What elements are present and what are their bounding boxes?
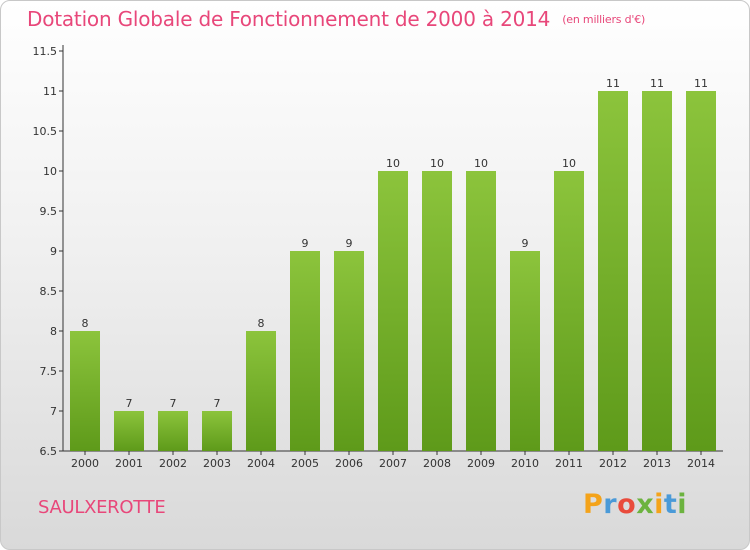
x-tick-label: 2008 (423, 457, 451, 470)
bar (290, 251, 320, 451)
chart-title: Dotation Globale de Fonctionnement de 20… (27, 7, 645, 31)
x-tick-label: 2001 (115, 457, 143, 470)
y-tick-label: 7 (50, 405, 57, 418)
logo-letter: o (617, 489, 637, 520)
y-tick-label: 10 (43, 165, 57, 178)
bar (114, 411, 144, 451)
bar-value-label: 9 (346, 237, 353, 250)
y-tick-label: 9 (50, 245, 57, 258)
bar (422, 171, 452, 451)
logo-letter: x (636, 489, 655, 520)
x-tick-label: 2004 (247, 457, 275, 470)
bar-value-label: 7 (214, 397, 221, 410)
x-tick-label: 2013 (643, 457, 671, 470)
y-tick-label: 10.5 (33, 125, 58, 138)
proxiti-logo: Proxiti (583, 489, 687, 520)
y-tick-label: 7.5 (40, 365, 58, 378)
y-tick-label: 8.5 (40, 285, 58, 298)
x-tick-label: 2014 (687, 457, 715, 470)
bar-value-label: 8 (82, 317, 89, 330)
logo-letter: i (677, 489, 688, 520)
bar (158, 411, 188, 451)
bar-value-label: 9 (302, 237, 309, 250)
bar-value-label: 11 (694, 77, 708, 90)
bar-value-label: 7 (126, 397, 133, 410)
bar-value-label: 10 (430, 157, 444, 170)
commune-name: SAULXEROTTE (38, 497, 166, 518)
y-tick-label: 11 (43, 85, 57, 98)
bar (202, 411, 232, 451)
y-tick-label: 9.5 (40, 205, 58, 218)
bar-value-label: 10 (474, 157, 488, 170)
bar (510, 251, 540, 451)
chart-title-text: Dotation Globale de Fonctionnement de 20… (27, 7, 551, 31)
bar (466, 171, 496, 451)
bar (334, 251, 364, 451)
x-tick-label: 2006 (335, 457, 363, 470)
bar-value-label: 10 (562, 157, 576, 170)
logo-letter: i (654, 489, 664, 520)
y-tick-label: 11.5 (33, 45, 58, 58)
bar (642, 91, 672, 451)
x-tick-label: 2007 (379, 457, 407, 470)
x-tick-label: 2009 (467, 457, 495, 470)
x-tick-label: 2011 (555, 457, 583, 470)
chart-unit-note: (en milliers d'€) (562, 13, 646, 26)
bar-value-label: 10 (386, 157, 400, 170)
bar-value-label: 11 (650, 77, 664, 90)
bar-value-label: 8 (258, 317, 265, 330)
y-tick-label: 6.5 (40, 445, 58, 458)
x-tick-label: 2003 (203, 457, 231, 470)
bar (554, 171, 584, 451)
logo-letter: P (583, 489, 604, 520)
x-tick-label: 2000 (71, 457, 99, 470)
bar-value-label: 7 (170, 397, 177, 410)
logo-letter: r (603, 489, 618, 520)
logo-letter: t (663, 489, 678, 520)
bar-value-label: 9 (522, 237, 529, 250)
bar (378, 171, 408, 451)
bar (686, 91, 716, 451)
x-tick-label: 2012 (599, 457, 627, 470)
x-tick-label: 2005 (291, 457, 319, 470)
bar (246, 331, 276, 451)
bar (598, 91, 628, 451)
y-tick-label: 8 (50, 325, 57, 338)
bar (70, 331, 100, 451)
x-tick-label: 2010 (511, 457, 539, 470)
bar-value-label: 11 (606, 77, 620, 90)
x-tick-label: 2002 (159, 457, 187, 470)
